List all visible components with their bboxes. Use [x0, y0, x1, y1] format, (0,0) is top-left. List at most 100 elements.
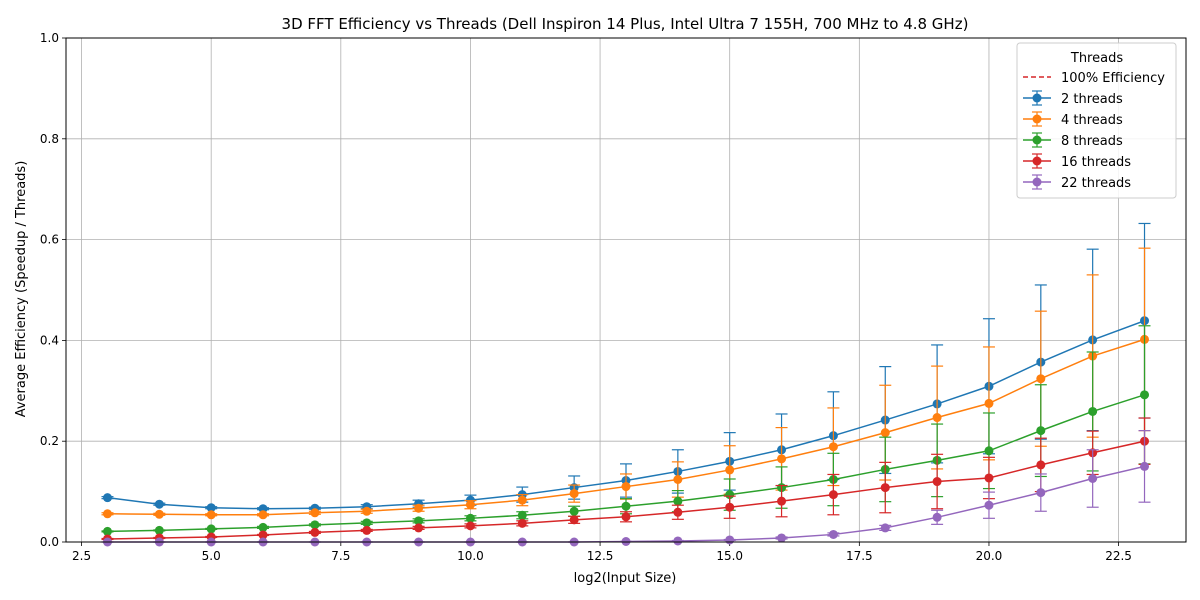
legend-reference-label: 100% Efficiency	[1061, 71, 1165, 86]
data-point-1-5	[362, 506, 372, 516]
legend-series: 2 threads 4 threads 8 threads 16 threads 22 …	[1023, 90, 1131, 191]
x-tick-label-8: 22.5	[1105, 549, 1132, 563]
x-tick-label-5: 15.0	[716, 549, 743, 563]
data-point-3-7	[465, 521, 475, 531]
data-point-3-9	[569, 515, 579, 525]
y-tick-label-2: 0.4	[40, 333, 59, 347]
chart-title: 3D FFT Efficiency vs Threads (Dell Inspi…	[282, 15, 969, 33]
data-point-2-1	[154, 525, 164, 535]
data-point-1-10	[621, 482, 631, 492]
y-tick-label-3: 0.6	[40, 233, 59, 247]
legend-label-3: 16 threads	[1061, 155, 1131, 170]
data-point-1-14	[828, 442, 838, 452]
data-point-1-16	[932, 413, 942, 423]
legend-marker-4	[1032, 177, 1042, 187]
data-point-2-20	[1140, 390, 1150, 400]
data-point-2-18	[1036, 426, 1046, 436]
data-point-2-9	[569, 506, 579, 516]
data-point-2-4	[310, 520, 320, 530]
data-point-2-5	[362, 518, 372, 528]
data-point-2-0	[102, 526, 112, 536]
y-tick-label-5: 1.0	[40, 31, 59, 45]
x-tick-label-2: 7.5	[331, 549, 350, 563]
data-point-3-14	[828, 490, 838, 500]
data-point-3-17	[984, 473, 994, 483]
x-tick-label-0: 2.5	[72, 549, 91, 563]
data-point-3-5	[362, 525, 372, 535]
data-point-4-18	[1036, 488, 1046, 498]
legend-marker-1	[1032, 114, 1042, 124]
x-tick-label-6: 17.5	[846, 549, 873, 563]
data-point-1-12	[725, 465, 735, 475]
data-point-4-14	[828, 529, 838, 539]
data-point-4-13	[777, 533, 787, 543]
legend-marker-2	[1032, 135, 1042, 145]
data-point-1-2	[206, 510, 216, 520]
data-point-2-11	[673, 496, 683, 506]
data-point-3-4	[310, 527, 320, 537]
series-0	[101, 222, 1151, 514]
data-point-2-6	[414, 516, 424, 526]
data-point-2-2	[206, 524, 216, 534]
data-point-4-19	[1088, 473, 1098, 483]
legend-label-4: 22 threads	[1061, 176, 1131, 191]
data-point-3-15	[880, 483, 890, 493]
data-point-1-4	[310, 508, 320, 518]
data-point-2-17	[984, 446, 994, 456]
x-tick-label-4: 12.5	[587, 549, 614, 563]
data-point-1-7	[465, 500, 475, 510]
x-axis-label: log2(Input Size)	[574, 571, 677, 586]
data-point-4-12	[725, 535, 735, 545]
data-point-0-2	[206, 503, 216, 513]
data-point-3-8	[517, 518, 527, 528]
data-point-4-16	[932, 512, 942, 522]
data-point-2-19	[1088, 406, 1098, 416]
data-point-1-8	[517, 495, 527, 505]
data-point-2-7	[465, 513, 475, 523]
data-point-2-12	[725, 490, 735, 500]
x-tick-label-3: 10.0	[457, 549, 484, 563]
data-point-2-3	[258, 522, 268, 532]
data-point-2-10	[621, 501, 631, 511]
series-3	[101, 417, 1151, 544]
legend-label-2: 8 threads	[1061, 134, 1123, 149]
y-tick-label-1: 0.2	[40, 434, 59, 448]
data-point-1-18	[1036, 374, 1046, 384]
data-point-4-20	[1140, 461, 1150, 471]
data-point-3-11	[673, 507, 683, 517]
data-point-3-13	[777, 496, 787, 506]
data-point-3-18	[1036, 460, 1046, 470]
plot-area: 2.5 5.0 7.5 10.0 12.5 15.0 17.5 20.0 22.5 0.0 0.2 0…	[40, 31, 1187, 563]
data-point-1-15	[880, 428, 890, 438]
data-point-0-0	[102, 493, 112, 503]
data-point-3-16	[932, 477, 942, 487]
data-point-4-15	[880, 523, 890, 533]
data-point-3-6	[414, 523, 424, 533]
legend-marker-3	[1032, 156, 1042, 166]
data-point-1-0	[102, 509, 112, 519]
axes-frame	[65, 37, 1187, 543]
data-point-4-10	[621, 536, 631, 546]
data-point-3-3	[258, 530, 268, 540]
legend-label-1: 4 threads	[1061, 113, 1123, 128]
data-point-1-13	[777, 454, 787, 464]
data-point-1-9	[569, 489, 579, 499]
data-point-0-1	[154, 499, 164, 509]
y-tick-label-0: 0.0	[40, 535, 59, 549]
data-point-3-12	[725, 502, 735, 512]
legend-box	[1016, 42, 1177, 199]
data-point-1-11	[673, 475, 683, 485]
legend-title: Threads	[1070, 51, 1123, 66]
legend-marker-0	[1032, 93, 1042, 103]
legend: Threads 100% Efficiency 2 threads 4 threa…	[1016, 42, 1177, 199]
data-point-3-10	[621, 512, 631, 522]
data-point-1-6	[414, 503, 424, 513]
data-point-1-3	[258, 510, 268, 520]
data-point-4-11	[673, 536, 683, 546]
legend-label-0: 2 threads	[1061, 92, 1123, 107]
data-point-1-1	[154, 509, 164, 519]
data-point-1-17	[984, 398, 994, 408]
x-tick-label-1: 5.0	[202, 549, 221, 563]
y-axis-label: Average Efficiency (Speedup / Threads)	[14, 161, 29, 418]
